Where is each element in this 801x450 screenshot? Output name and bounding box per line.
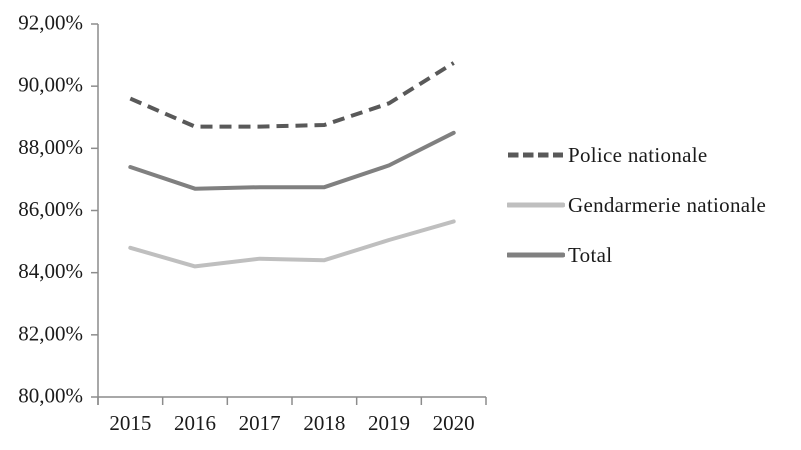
x-axis-label: 2017 bbox=[239, 411, 281, 435]
y-axis-label: 88,00% bbox=[18, 135, 83, 159]
legend-item-police-nationale: Police nationale bbox=[507, 130, 766, 180]
series-line-police-nationale bbox=[129, 61, 455, 129]
x-axis-label: 2015 bbox=[109, 411, 151, 435]
y-axis-label: 80,00% bbox=[18, 384, 83, 408]
legend: Police nationale Gendarmerie nationale Tot… bbox=[507, 130, 766, 280]
legend-swatch-total bbox=[507, 252, 565, 258]
legend-swatch-gendarmerie-nationale bbox=[507, 202, 565, 208]
y-axis-label: 82,00% bbox=[18, 321, 83, 345]
x-axis-label: 2019 bbox=[368, 411, 410, 435]
y-axis-label: 86,00% bbox=[18, 197, 83, 221]
y-axis-label: 84,00% bbox=[18, 259, 83, 283]
legend-label-total: Total bbox=[568, 242, 613, 267]
legend-item-gendarmerie-nationale: Gendarmerie nationale bbox=[507, 180, 766, 230]
legend-item-total: Total bbox=[507, 230, 766, 280]
legend-label-police-nationale: Police nationale bbox=[568, 142, 708, 167]
series-line-gendarmerie-nationale bbox=[128, 219, 456, 269]
y-axis-label: 90,00% bbox=[18, 73, 83, 97]
y-axis-label: 92,00% bbox=[18, 11, 83, 35]
x-axis-label: 2018 bbox=[303, 411, 345, 435]
legend-swatch-police-nationale bbox=[508, 152, 563, 158]
x-axis-label: 2016 bbox=[174, 411, 216, 435]
series-line-total bbox=[128, 130, 456, 191]
legend-label-gendarmerie-nationale: Gendarmerie nationale bbox=[568, 192, 767, 217]
x-axis-label: 2020 bbox=[433, 411, 475, 435]
